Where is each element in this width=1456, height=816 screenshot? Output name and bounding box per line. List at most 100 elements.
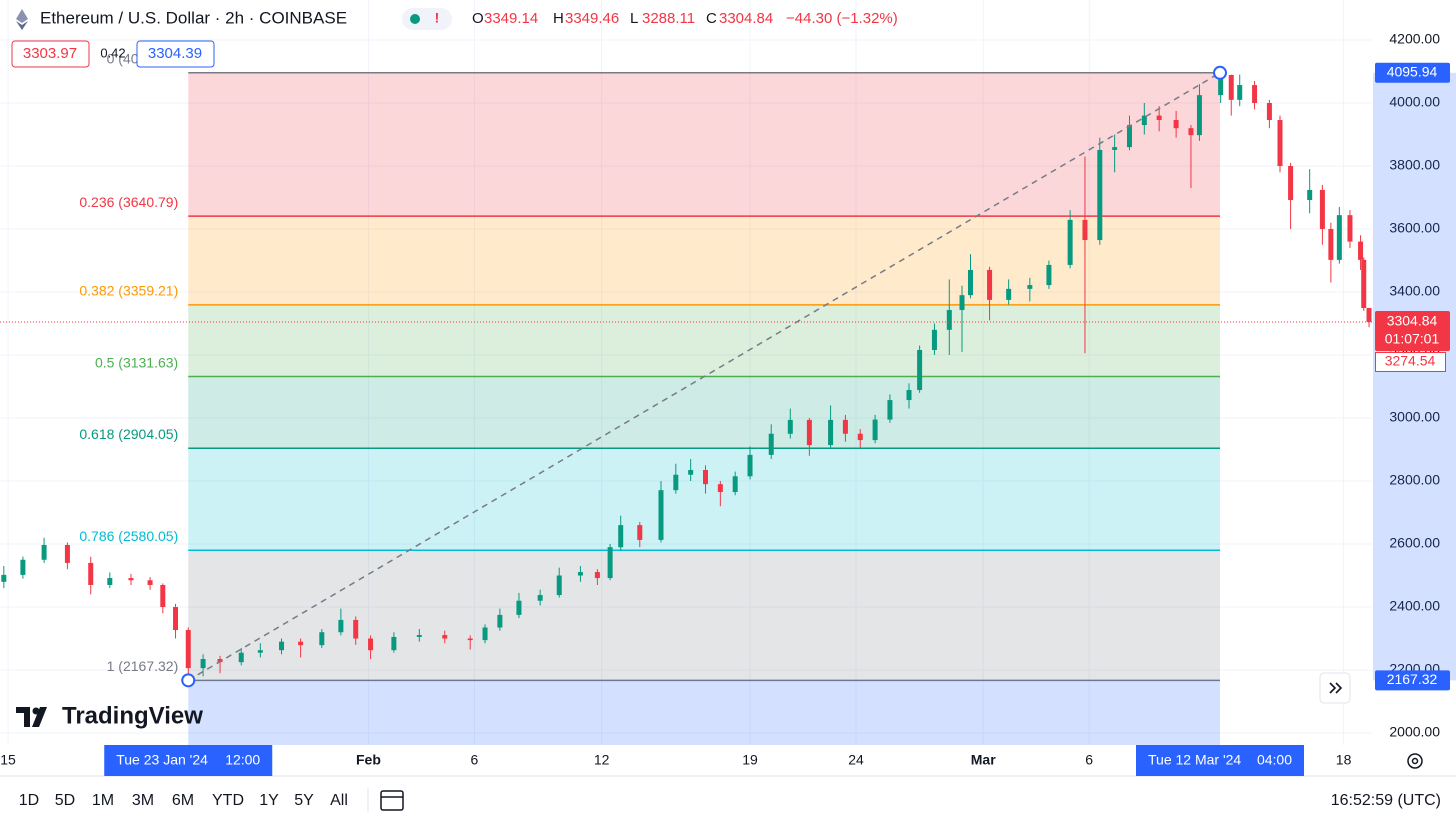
logo: TradingView (16, 702, 203, 729)
marker-price-tag (1375, 351, 1446, 372)
candle-body (747, 454, 753, 477)
range-button[interactable]: 1Y (259, 792, 279, 809)
candle-body (1156, 115, 1162, 121)
logo-dot (32, 707, 40, 715)
candle-body (688, 469, 694, 475)
candle-body (353, 619, 359, 639)
sell-price: 3303.97 (23, 45, 77, 62)
status-pill[interactable] (402, 8, 452, 30)
y-tick-label: 3000.00 (1389, 409, 1440, 425)
ohlc-key: O (472, 10, 484, 27)
fib-zone (188, 376, 1221, 449)
settings-icon[interactable] (1407, 753, 1423, 769)
candle-body (41, 544, 47, 560)
fib-level-label: 0.236 (3640.79) (79, 194, 178, 210)
candle-body (1046, 264, 1052, 286)
candle-body (279, 641, 285, 651)
candle-body (185, 630, 191, 669)
candle-body (556, 575, 562, 596)
fib-zone (188, 448, 1221, 551)
y-tick-label: 2400.00 (1389, 598, 1440, 614)
y-tick-label: 3600.00 (1389, 220, 1440, 236)
range-button[interactable]: 3M (132, 792, 154, 809)
candle-body (1188, 128, 1194, 136)
calendar (380, 790, 404, 811)
candle-body (482, 627, 488, 641)
x-tick-label: 18 (1336, 752, 1352, 768)
range-button[interactable]: 6M (172, 792, 194, 809)
candle-body (298, 641, 304, 646)
candle-body (1277, 120, 1283, 167)
candle-body (917, 349, 923, 390)
candle-body (238, 652, 244, 663)
x-tick-label: 15 (0, 752, 16, 768)
range-button[interactable]: All (330, 792, 348, 809)
candle-body (1027, 285, 1033, 289)
fib-level-label: 0.5 (3131.63) (95, 354, 178, 370)
range-button[interactable]: YTD (212, 792, 244, 809)
range-button[interactable]: 5Y (294, 792, 314, 809)
candle-body (1082, 219, 1088, 241)
time-tag-time: 12:00 (225, 752, 260, 768)
candle-body (806, 419, 812, 446)
candle-body (416, 635, 422, 637)
candle-body (842, 419, 848, 434)
candle-body (1266, 103, 1272, 121)
ohlc-value: 3304.84 (719, 10, 773, 27)
candle-body (637, 525, 643, 540)
range-button[interactable]: 1M (92, 792, 114, 809)
x-tick-label: Mar (971, 752, 996, 768)
calendar-icon[interactable] (367, 788, 404, 812)
candle-body (673, 474, 679, 491)
candle-body (1126, 125, 1132, 148)
gear-center (1411, 757, 1419, 765)
price-range-highlight (1373, 72, 1456, 681)
price-tag-label: 4095.94 (1387, 63, 1438, 79)
candle-body (1358, 241, 1364, 260)
market-status (410, 14, 420, 24)
candle-body (64, 544, 70, 563)
candle-body (1228, 74, 1234, 100)
candle-body (768, 433, 774, 455)
candle-body (107, 578, 113, 585)
buy-button[interactable] (136, 40, 215, 68)
candle-body (1, 574, 7, 582)
candle-body (442, 635, 448, 639)
marker-price-label: 3274.54 (1385, 353, 1436, 369)
clock: 16:52:59 (UTC) (1331, 792, 1441, 809)
range-button[interactable]: 5D (55, 792, 75, 809)
scroll-button[interactable] (1319, 672, 1351, 704)
y-tick-label: 2800.00 (1389, 472, 1440, 488)
candle-body (467, 638, 473, 641)
candle-body (828, 419, 834, 446)
fib-zone (188, 72, 1221, 217)
fib-level-label: 0.786 (2580.05) (79, 528, 178, 544)
price-change: −44.30 (−1.32%) (786, 10, 898, 27)
sell-button[interactable] (11, 40, 90, 68)
fib-trend-line (187, 72, 1221, 681)
candle-body (217, 659, 223, 663)
price-tag (1375, 670, 1450, 691)
time-tag-date: Tue 12 Mar '24 (1148, 752, 1241, 768)
candle-body (1006, 288, 1012, 300)
anchor-handle[interactable] (1213, 65, 1228, 80)
candle-body (946, 309, 952, 330)
alert-icon: ! (435, 10, 440, 26)
candle-body (577, 572, 583, 576)
candle-body (338, 619, 344, 633)
countdown-label: 01:07:01 (1385, 331, 1440, 347)
time-tag-date: Tue 23 Jan '24 (116, 752, 208, 768)
candle-body (931, 329, 937, 350)
candle-body (1319, 189, 1325, 230)
fib-level-label: 0.382 (3359.21) (79, 283, 178, 299)
candle-body (1252, 85, 1258, 104)
candle-body (732, 476, 738, 493)
candle-body (857, 433, 863, 441)
candle-body (537, 595, 543, 601)
range-button[interactable]: 1D (19, 792, 39, 809)
y-tick-label: 2000.00 (1389, 724, 1440, 740)
candle-body (173, 607, 179, 631)
current-price-tag (1375, 310, 1450, 351)
buy-price: 3304.39 (148, 45, 202, 62)
anchor-handle[interactable] (181, 673, 196, 688)
